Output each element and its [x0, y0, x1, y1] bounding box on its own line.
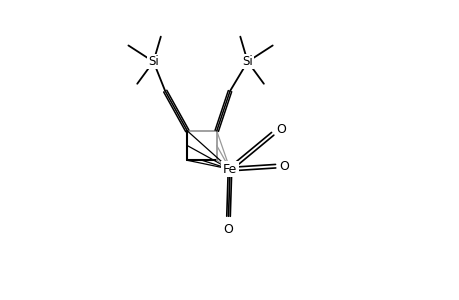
Text: O: O [223, 223, 233, 236]
Text: Si: Si [148, 55, 158, 68]
Text: Si: Si [242, 55, 252, 68]
Text: Fe: Fe [223, 163, 236, 176]
Text: O: O [278, 160, 288, 173]
Text: O: O [275, 123, 285, 136]
